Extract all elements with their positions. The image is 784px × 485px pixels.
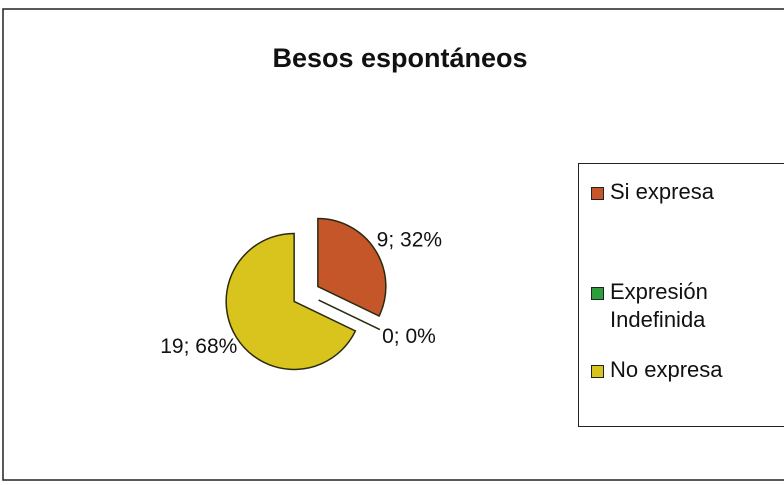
legend-label: Expresión Indefinida — [610, 279, 708, 332]
data-label: 19; 68% — [160, 335, 237, 358]
legend: Si expresa Expresión Indefinida No expresa — [578, 163, 784, 427]
legend-item: No expresa — [591, 356, 771, 384]
pie-slice — [318, 299, 381, 331]
legend-swatch — [591, 187, 604, 200]
chart-frame — [2, 8, 784, 481]
legend-item: Expresión Indefinida — [591, 278, 771, 334]
pie-slice — [225, 232, 357, 371]
data-label: 0; 0% — [382, 325, 436, 348]
legend-label: Si expresa — [610, 179, 714, 204]
legend-item: Si expresa — [591, 178, 771, 206]
pie-slice — [317, 217, 387, 318]
chart-title: Besos espontáneos — [272, 43, 527, 73]
legend-swatch — [591, 287, 604, 300]
data-label: 9; 32% — [377, 228, 442, 251]
legend-label: No expresa — [610, 357, 723, 382]
legend-swatch — [591, 365, 604, 378]
